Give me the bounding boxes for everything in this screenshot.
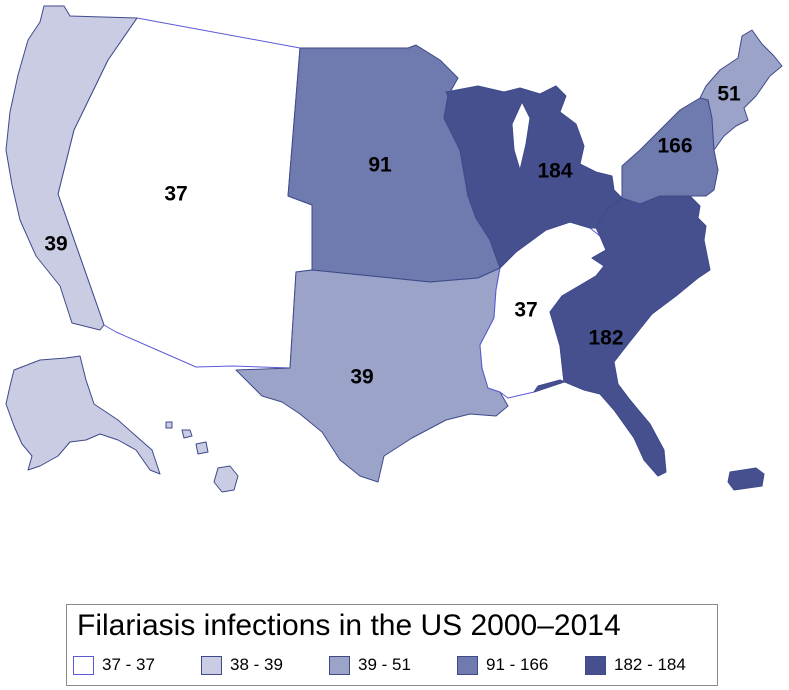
- region-pacific-west: [5, 5, 138, 331]
- legend-item: 38 - 39: [201, 655, 329, 675]
- region-puerto-rico: [727, 467, 765, 491]
- region-hawaii: [213, 465, 239, 493]
- legend-item: 37 - 37: [73, 655, 201, 675]
- region-southeast: [533, 195, 711, 477]
- legend-swatch: [201, 655, 222, 675]
- legend-label: 39 - 51: [358, 655, 411, 674]
- label-plains-north: 91: [368, 154, 392, 177]
- label-pacific-west: 39: [44, 233, 67, 256]
- legend: Filariasis infections in the US 2000–201…: [66, 604, 718, 686]
- legend-label: 38 - 39: [230, 655, 283, 674]
- region-hawaii-island: [195, 441, 209, 455]
- label-mountain-west: 37: [164, 183, 187, 206]
- legend-items: 37 - 37 38 - 39 39 - 51 91 - 166 182 - 1…: [73, 655, 713, 675]
- legend-swatch: [73, 655, 94, 675]
- label-mid-south: 37: [514, 299, 537, 322]
- region-hawaii-island: [165, 421, 173, 429]
- region-alaska: [5, 355, 161, 475]
- label-great-lakes: 184: [537, 160, 572, 183]
- legend-swatch: [457, 655, 478, 675]
- label-southeast: 182: [588, 327, 623, 350]
- legend-title: Filariasis infections in the US 2000–201…: [77, 609, 621, 642]
- label-new-england: 51: [717, 83, 741, 106]
- legend-swatch: [585, 655, 606, 675]
- legend-label: 37 - 37: [102, 655, 155, 674]
- region-mid-atlantic: [621, 97, 719, 205]
- legend-swatch: [329, 655, 350, 675]
- legend-item: 39 - 51: [329, 655, 457, 675]
- legend-label: 182 - 184: [614, 655, 686, 674]
- region-hawaii-island: [181, 429, 193, 439]
- us-region-map: 37 39 91 39 37 184 182 166 51: [5, 5, 783, 493]
- legend-item: 182 - 184: [585, 655, 713, 675]
- region-new-england: [699, 29, 783, 151]
- legend-label: 91 - 166: [486, 655, 549, 674]
- label-south-central: 39: [350, 366, 373, 389]
- legend-item: 91 - 166: [457, 655, 585, 675]
- lake-michigan: [511, 100, 531, 172]
- label-mid-atlantic: 166: [657, 135, 692, 158]
